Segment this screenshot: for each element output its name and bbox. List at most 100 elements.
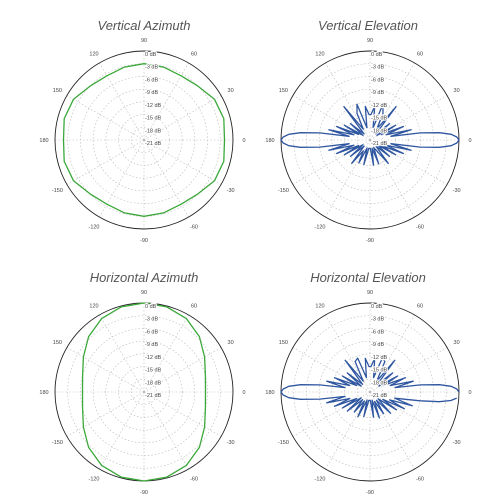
chart-title: Vertical Elevation	[318, 18, 418, 33]
angle-tick-label: 90	[367, 38, 373, 44]
pattern-trace	[280, 103, 460, 166]
grid-ring	[331, 101, 409, 179]
angle-tick-label: 120	[315, 303, 324, 309]
grid-ring	[80, 76, 208, 204]
pattern-trace	[280, 357, 460, 419]
ring-db-label: 0 dB	[371, 304, 383, 310]
ring-db-label: -18 dB	[145, 380, 162, 386]
angle-tick-label: -30	[453, 440, 461, 446]
angle-tick-label: 0	[242, 390, 245, 396]
outer-circle	[54, 50, 234, 230]
angle-tick-label: 30	[228, 88, 234, 94]
grid-spoke	[369, 139, 415, 218]
angle-tick-label: -60	[190, 225, 198, 231]
angle-tick-label: 180	[265, 390, 274, 396]
ring-db-label: -12 dB	[145, 355, 162, 361]
grid-spoke	[99, 391, 145, 470]
angle-tick-label: -60	[416, 477, 424, 483]
angle-tick-label: 120	[89, 303, 98, 309]
angle-tick-label: 180	[39, 390, 48, 396]
ring-db-label: -3 dB	[145, 317, 158, 323]
angle-tick-label: 0	[242, 138, 245, 144]
grid-ring	[331, 353, 409, 431]
grid-ring	[130, 378, 158, 406]
grid-spoke	[66, 95, 145, 141]
grid-ring	[105, 101, 183, 179]
angle-tick-label: -30	[227, 440, 235, 446]
angle-tick-label: -90	[140, 490, 148, 496]
angle-tick-label: -150	[52, 440, 63, 446]
angle-tick-label: 150	[279, 88, 288, 94]
ring-db-label: -12 dB	[145, 103, 162, 109]
ring-db-label: -9 dB	[145, 342, 158, 348]
angle-tick-label: -30	[227, 188, 235, 194]
angle-tick-label: -120	[314, 477, 325, 483]
ring-db-label: -15 dB	[145, 116, 162, 122]
grid-spoke	[143, 95, 222, 141]
ring-db-label: -6 dB	[371, 77, 384, 83]
ring-db-label: -18 dB	[145, 128, 162, 134]
grid-ring	[293, 63, 447, 217]
angle-tick-label: -150	[278, 188, 289, 194]
grid-ring	[293, 315, 447, 469]
angle-tick-label: -120	[88, 477, 99, 483]
grid-ring	[306, 328, 434, 456]
pattern-trace	[62, 63, 226, 217]
angle-tick-label: 90	[141, 290, 147, 296]
angle-tick-label: -120	[314, 225, 325, 231]
grid-spoke	[66, 347, 145, 393]
ring-db-label: -15 dB	[371, 116, 388, 122]
ring-db-label: -18 dB	[371, 128, 388, 134]
grid-ring	[118, 114, 170, 166]
grid-ring	[306, 76, 434, 204]
grid-spoke	[99, 314, 145, 393]
grid-spoke	[143, 391, 222, 437]
grid-spoke	[143, 391, 189, 470]
angle-tick-label: -90	[140, 238, 148, 244]
ring-db-label: -12 dB	[371, 103, 388, 109]
angle-tick-label: 60	[417, 303, 423, 309]
grid-ring	[105, 353, 183, 431]
grid-ring	[92, 340, 196, 444]
angle-tick-label: -60	[190, 477, 198, 483]
angle-tick-label: 120	[89, 51, 98, 57]
angle-tick-label: 150	[53, 88, 62, 94]
ring-db-label: -21 dB	[145, 393, 162, 399]
angle-tick-label: -90	[366, 490, 374, 496]
grid-ring	[67, 315, 221, 469]
grid-spoke	[143, 139, 222, 185]
angle-tick-label: 60	[191, 51, 197, 57]
ring-db-label: 0 dB	[145, 52, 157, 58]
angle-tick-label: 90	[141, 38, 147, 44]
grid-ring	[318, 340, 422, 444]
angle-tick-label: 30	[454, 340, 460, 346]
chart-title: Vertical Azimuth	[97, 18, 191, 33]
grid-ring	[318, 88, 422, 192]
ring-db-label: -3 dB	[371, 317, 384, 323]
angle-tick-label: 30	[454, 88, 460, 94]
angle-tick-label: 60	[417, 51, 423, 57]
grid-ring	[92, 88, 196, 192]
ring-db-label: -12 dB	[371, 355, 388, 361]
ring-db-label: -9 dB	[371, 342, 384, 348]
angle-tick-label: 0	[468, 390, 471, 396]
ring-db-label: -21 dB	[371, 141, 388, 147]
angle-tick-label: 60	[191, 303, 197, 309]
angle-tick-label: -60	[416, 225, 424, 231]
grid-ring	[356, 378, 384, 406]
ring-db-label: -6 dB	[145, 329, 158, 335]
angle-tick-label: -30	[453, 188, 461, 194]
angle-tick-label: 180	[39, 138, 48, 144]
ring-db-label: -15 dB	[145, 368, 162, 374]
angle-tick-label: -120	[88, 225, 99, 231]
grid-ring	[356, 126, 384, 154]
ring-db-label: -9 dB	[145, 90, 158, 96]
angle-tick-label: 150	[53, 340, 62, 346]
ring-db-label: -9 dB	[371, 90, 384, 96]
ring-db-label: -21 dB	[145, 141, 162, 147]
